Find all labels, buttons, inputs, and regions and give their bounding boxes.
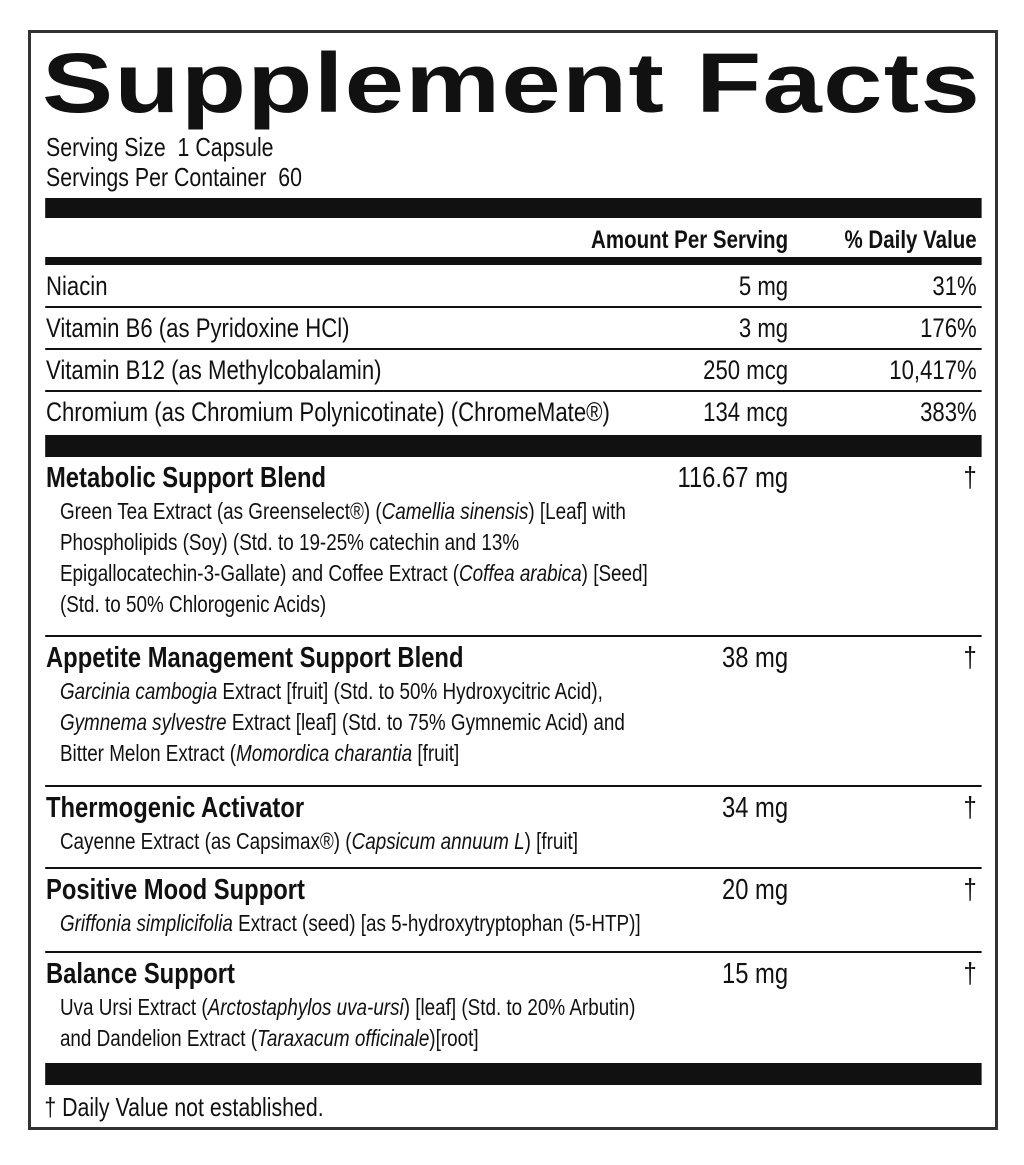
daily-value: † xyxy=(963,792,977,824)
text-run: ) [Leaf] with xyxy=(528,498,626,524)
nutrient-name: Vitamin B12 (as Methylcobalamin) xyxy=(46,355,382,385)
amount: 38 mg xyxy=(722,642,789,674)
daily-value: 31% xyxy=(932,271,977,301)
column-header: Amount Per Serving xyxy=(591,226,789,254)
blend-name: Metabolic Support Blend xyxy=(46,462,327,494)
daily-value: 383% xyxy=(920,397,977,427)
blend-description: Epigallocatechin-3-Gallate) and Coffee E… xyxy=(60,558,648,589)
thick-rule xyxy=(45,435,982,457)
blend-name: Positive Mood Support xyxy=(46,874,305,906)
text-run: Cayenne Extract (as Capsimax®) ( xyxy=(59,828,352,854)
amount: 5 mg xyxy=(738,271,789,301)
daily-value: 176% xyxy=(920,313,977,343)
amount: 250 mcg xyxy=(703,355,789,385)
blend-description: Bitter Melon Extract (Momordica charanti… xyxy=(60,738,459,769)
row-rule xyxy=(45,348,982,350)
amount: 20 mg xyxy=(722,874,789,906)
nutrient-name: Chromium (as Chromium Polynicotinate) (C… xyxy=(46,397,610,427)
serving-size: Serving Size 1 Capsule xyxy=(46,132,274,162)
label-body: Serving Size 1 Capsule Servings Per Cont… xyxy=(44,0,982,1165)
text-run: Garcinia cambogia xyxy=(59,678,218,704)
text-run: ) [Seed] xyxy=(581,560,648,586)
section-rule xyxy=(45,867,982,869)
text-run: Phospholipids (Soy) (Std. to 19-25% cate… xyxy=(59,529,520,555)
footnote: † Daily Value not established. xyxy=(44,1092,324,1122)
servings-per-container: Servings Per Container 60 xyxy=(46,162,302,192)
amount: 116.67 mg xyxy=(677,462,789,494)
nutrient-name: Vitamin B6 (as Pyridoxine HCl) xyxy=(46,313,350,343)
text-run: Extract [fruit] (Std. to 50% Hydroxycitr… xyxy=(217,678,603,704)
daily-value: † xyxy=(963,958,977,990)
text-run: Gymnema sylvestre xyxy=(59,709,227,735)
text-run: Taraxacum officinale xyxy=(257,1025,430,1051)
text-run: (Std. to 50% Chlorogenic Acids) xyxy=(59,591,327,617)
column-header: % Daily Value xyxy=(844,226,977,254)
blend-description: Uva Ursi Extract (Arctostaphylos uva-urs… xyxy=(60,992,635,1023)
blend-name: Balance Support xyxy=(46,958,235,990)
thick-rule xyxy=(45,1063,982,1085)
blend-name: Appetite Management Support Blend xyxy=(46,642,464,674)
text-run: )[root] xyxy=(429,1025,479,1051)
text-run: Momordica charantia xyxy=(236,740,413,766)
nutrient-name: Niacin xyxy=(46,271,108,301)
blend-description: Gymnema sylvestre Extract [leaf] (Std. t… xyxy=(60,707,625,738)
text-run: and Dandelion Extract ( xyxy=(59,1025,258,1051)
text-run: Extract (seed) [as 5-hydroxytryptophan (… xyxy=(232,910,641,936)
daily-value: 10,417% xyxy=(889,355,977,385)
section-rule xyxy=(45,785,982,787)
text-run: [fruit] xyxy=(412,740,460,766)
amount: 15 mg xyxy=(722,958,789,990)
section-rule xyxy=(45,635,982,637)
blend-description: Garcinia cambogia Extract [fruit] (Std. … xyxy=(60,676,603,707)
blend-description: Green Tea Extract (as Greenselect®) (Cam… xyxy=(60,496,626,527)
daily-value: † xyxy=(963,462,977,494)
section-rule xyxy=(45,951,982,953)
text-run: Griffonia simplicifolia xyxy=(59,910,233,936)
blend-description: Cayenne Extract (as Capsimax®) (Capsicum… xyxy=(60,826,578,857)
amount: 34 mg xyxy=(722,792,789,824)
label-border xyxy=(28,30,998,1130)
amount: 134 mcg xyxy=(703,397,789,427)
amount: 3 mg xyxy=(738,313,789,343)
medium-rule xyxy=(45,257,982,265)
row-rule xyxy=(45,306,982,308)
row-rule xyxy=(45,390,982,392)
text-run: Camellia sinensis xyxy=(381,498,529,524)
text-run: ) [fruit] xyxy=(524,828,579,854)
text-run: Capsicum annuum L xyxy=(351,828,525,854)
blend-description: Phospholipids (Soy) (Std. to 19-25% cate… xyxy=(60,527,519,558)
text-run: Arctostaphylos uva-ursi xyxy=(207,994,404,1020)
thick-rule xyxy=(45,198,982,218)
blend-name: Thermogenic Activator xyxy=(46,792,305,824)
text-run: Uva Ursi Extract ( xyxy=(59,994,208,1020)
text-run: Epigallocatechin-3-Gallate) and Coffee E… xyxy=(59,560,460,586)
blend-description: Griffonia simplicifolia Extract (seed) [… xyxy=(60,908,641,939)
daily-value: † xyxy=(963,642,977,674)
text-run: Coffea arabica xyxy=(459,560,582,586)
blend-description: (Std. to 50% Chlorogenic Acids) xyxy=(60,589,326,620)
text-run: ) [leaf] (Std. to 20% Arbutin) xyxy=(403,994,636,1020)
title: Supplement Facts xyxy=(42,36,982,130)
daily-value: † xyxy=(963,874,977,906)
text-run: Green Tea Extract (as Greenselect®) ( xyxy=(59,498,382,524)
text-run: Bitter Melon Extract ( xyxy=(59,740,237,766)
blend-description: and Dandelion Extract (Taraxacum officin… xyxy=(60,1023,479,1054)
text-run: Extract [leaf] (Std. to 75% Gymnemic Aci… xyxy=(226,709,625,735)
